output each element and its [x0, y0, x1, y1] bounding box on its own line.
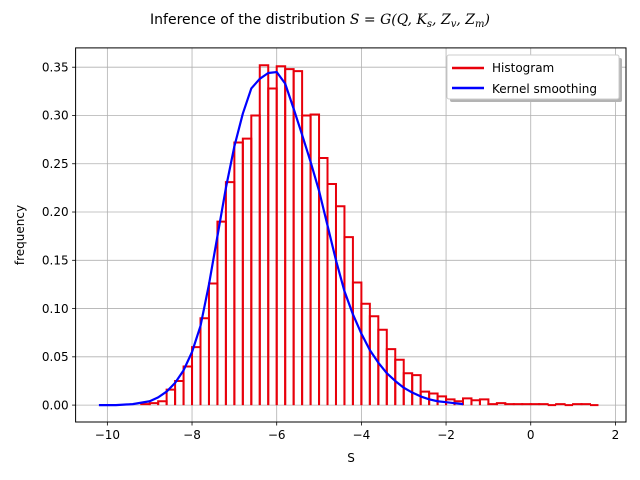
histogram-bar: [555, 403, 566, 406]
x-tick-label: −4: [353, 428, 371, 442]
y-axis-label: frequency: [13, 205, 27, 265]
legend-kernel-label: Kernel smoothing: [492, 82, 597, 96]
x-axis-ticks: −10 −8 −6 −4 −2 0 2: [95, 422, 620, 442]
x-tick-label: −10: [95, 428, 120, 442]
chart-title-math: S = G(Q, K: [350, 12, 429, 28]
x-tick-label: −2: [437, 428, 455, 442]
kernel-smoothing-line: [98, 70, 464, 407]
x-tick-label: 2: [612, 428, 620, 442]
histogram-bar: [478, 398, 490, 406]
y-tick-label: 0.05: [42, 350, 69, 364]
histogram-bar: [538, 403, 549, 406]
y-tick-label: 0.00: [42, 398, 69, 412]
kernel-smoothing-series: [98, 70, 464, 407]
x-axis-label: S: [347, 451, 355, 465]
y-tick-label: 0.25: [42, 157, 69, 171]
y-tick-label: 0.10: [42, 302, 69, 316]
x-tick-label: 0: [527, 428, 535, 442]
y-tick-label: 0.35: [42, 60, 69, 74]
legend-histogram-label: Histogram: [492, 61, 554, 75]
histogram-bar: [572, 403, 583, 406]
y-tick-label: 0.15: [42, 253, 69, 267]
x-tick-label: −8: [183, 428, 201, 442]
histogram-bar: [487, 403, 498, 406]
histogram-bar: [512, 403, 524, 406]
histogram-bar: [521, 403, 532, 406]
y-axis-ticks: 0.00 0.05 0.10 0.15 0.20 0.25 0.30 0.35: [42, 60, 76, 412]
chart-title: Inference of the distribution S = G(Q, K…: [150, 12, 490, 30]
histogram-bar: [411, 374, 422, 406]
plot-frame: [75, 47, 627, 423]
y-tick-label: 0.20: [42, 205, 69, 219]
histogram-bar: [140, 403, 151, 406]
x-tick-label: −6: [268, 428, 286, 442]
histogram-series: [140, 64, 599, 407]
legend: Histogram Kernel smoothing: [446, 54, 622, 102]
histogram-bar: [504, 403, 515, 406]
histogram-bar: [529, 403, 541, 406]
legend-box: [446, 54, 620, 100]
histogram-bar: [580, 403, 592, 406]
chart-title-text: Inference of the distribution: [150, 12, 350, 28]
y-tick-label: 0.30: [42, 109, 69, 123]
